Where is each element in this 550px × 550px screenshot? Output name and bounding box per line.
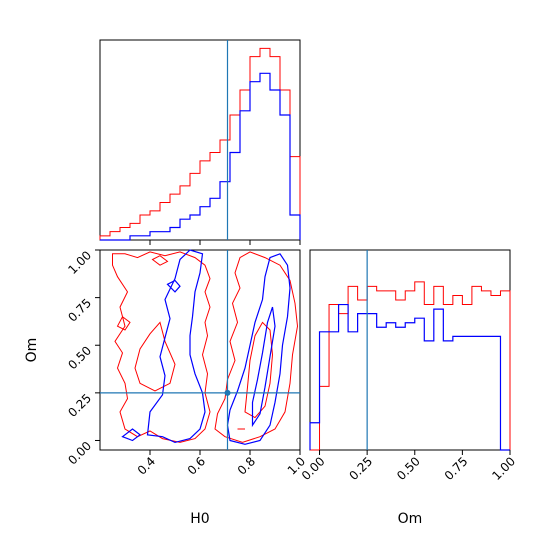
red-contour-right: [214, 251, 299, 443]
joint-y-ticks: 0.00 0.25 0.50 0.75 1.00: [65, 248, 100, 467]
red-contour-inner-left: [134, 321, 176, 392]
joint-frame: [99, 249, 301, 451]
joint-x-ticks: 0.4 0.6 0.8 1.0: [135, 450, 308, 478]
red-contour-inner-right: [244, 321, 274, 419]
om-histogram-panel: 0.00 0.25 0.50 0.75 1.00: [299, 249, 518, 483]
blue-contour-left: [146, 249, 206, 444]
om-x-ticks: 0.00 0.25 0.50 0.75 1.00: [299, 450, 518, 483]
om-x-tick-label-0: 0.00: [299, 454, 328, 483]
joint-y-tick-label-0: 0.00: [65, 439, 94, 468]
joint-y-tick-label-2: 0.50: [65, 343, 94, 372]
joint-x-tick-label-1: 0.6: [185, 454, 208, 477]
red-contour-left: [112, 251, 211, 443]
joint-y-tick-label-3: 0.75: [65, 296, 94, 325]
y-axis-label-om: Om: [24, 338, 40, 363]
joint-truth-marker: [224, 389, 231, 396]
h0-blue-histogram: [100, 72, 301, 241]
h0-histogram-ticks: [149, 240, 301, 245]
x-axis-label-om: Om: [398, 511, 423, 527]
joint-x-tick-label-0: 0.4: [135, 454, 158, 477]
blue-contour-small-mid: [166, 279, 181, 293]
joint-x-tick-label-2: 0.8: [235, 454, 258, 477]
joint-contour-panel: 0.4 0.6 0.8 1.0 0.000.250.500.751.00: [65, 248, 308, 477]
blue-contour-right: [226, 253, 291, 445]
x-axis-label-h0: H0: [190, 511, 209, 527]
h0-red-histogram: [99, 47, 301, 240]
blue-contour-small-left: [121, 428, 141, 442]
om-x-tick-label-2: 0.50: [394, 454, 423, 483]
om-x-tick-label-1: 0.25: [346, 454, 375, 483]
om-histogram-frame: [309, 249, 511, 451]
om-x-tick-label-3: 0.75: [442, 454, 471, 483]
om-red-histogram: [310, 281, 511, 451]
om-blue-histogram: [309, 303, 510, 451]
red-contour-small-left: [116, 315, 131, 331]
joint-y-tick-label-1: 0.25: [65, 391, 94, 420]
h0-histogram-panel: [99, 39, 301, 245]
joint-contours: [112, 249, 299, 445]
blue-contour-inner-right: [251, 306, 276, 428]
joint-y-tick-label-4: 1.00: [65, 248, 94, 277]
om-x-tick-label-4: 1.00: [489, 454, 518, 483]
red-contour-small-top: [151, 255, 169, 266]
